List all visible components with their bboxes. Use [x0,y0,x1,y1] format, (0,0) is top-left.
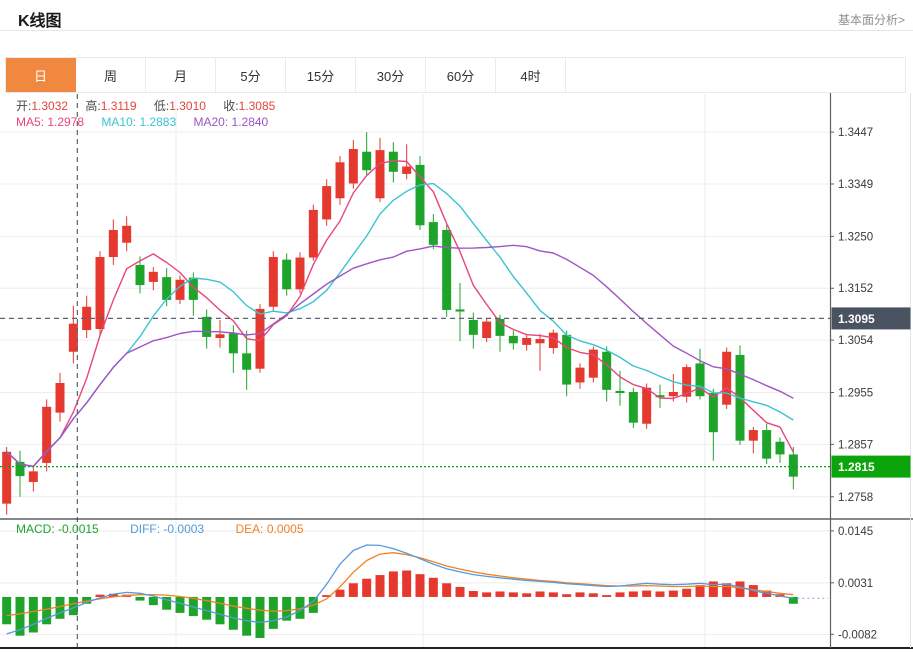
open-label: 开: [16,99,32,113]
tab-4hour[interactable]: 4时 [496,58,566,92]
dea-value: 0.0005 [266,522,304,536]
tabbar-filler [566,58,905,92]
tab-label: 30分 [376,68,405,84]
ma20-value: 1.2840 [231,115,269,129]
macd-readout: MACD: -0.0015 DIFF: -0.0003 DEA: 0.0005 [16,522,304,536]
fundamental-analysis-link[interactable]: 基本面分析> [837,13,905,27]
macd-value: -0.0015 [58,522,99,536]
ma10-label: MA10: [101,115,137,129]
tab-15min[interactable]: 15分 [286,58,356,92]
ma10-value: 1.2883 [139,115,177,129]
ohlc-readout: 开:1.3032 高:1.3119 低:1.3010 收:1.3085 [16,97,275,114]
open-value: 1.3032 [31,99,69,113]
svg-text:1.3152: 1.3152 [838,283,873,295]
tab-label: 60分 [446,68,475,84]
period-tabbar: 日 周 月 5分 15分 30分 60分 4时 [5,57,906,93]
ma20-label: MA20: [193,115,229,129]
svg-text:1.3250: 1.3250 [838,231,873,243]
tab-60min[interactable]: 60分 [426,58,496,92]
header-divider [0,30,913,31]
svg-text:1.2955: 1.2955 [838,388,873,400]
tab-5min[interactable]: 5分 [216,58,286,92]
diff-value: -0.0003 [163,522,205,536]
svg-text:1.2857: 1.2857 [838,439,873,451]
close-value: 1.3085 [238,99,276,113]
tab-label: 月 [173,68,187,84]
macd-label: MACD: [16,522,55,536]
close-label: 收: [223,99,239,113]
ma-readout: MA5: 1.2978 MA10: 1.2883 MA20: 1.2840 [16,115,268,129]
ma5-label: MA5: [16,115,45,129]
tab-day[interactable]: 日 [6,58,76,92]
svg-text:-0.0082: -0.0082 [838,629,877,641]
tab-label: 4时 [520,68,541,84]
page-header: K线图 基本面分析> [0,0,913,30]
svg-text:1.2758: 1.2758 [838,492,873,504]
svg-text:1.3349: 1.3349 [838,179,873,191]
ma5-value: 1.2978 [47,115,85,129]
svg-text:1.3054: 1.3054 [838,335,874,347]
tab-30min[interactable]: 30分 [356,58,426,92]
svg-text:1.3095: 1.3095 [838,312,875,326]
diff-label: DIFF: [130,522,161,536]
dea-label: DEA: [235,522,264,536]
tab-label: 日 [33,68,47,84]
high-value: 1.3119 [100,99,137,113]
low-label: 低: [153,99,170,113]
page-title: K线图 [18,13,62,30]
tab-label: 5分 [240,68,261,84]
svg-text:1.2815: 1.2815 [838,460,875,474]
svg-text:0.0031: 0.0031 [838,578,873,590]
low-value: 1.3010 [169,99,206,113]
svg-text:1.3447: 1.3447 [838,127,873,139]
tab-label: 周 [103,68,117,84]
tab-week[interactable]: 周 [76,58,146,92]
high-label: 高: [85,99,101,113]
tab-month[interactable]: 月 [146,58,216,92]
tab-label: 15分 [306,68,335,84]
svg-text:0.0145: 0.0145 [838,526,873,538]
